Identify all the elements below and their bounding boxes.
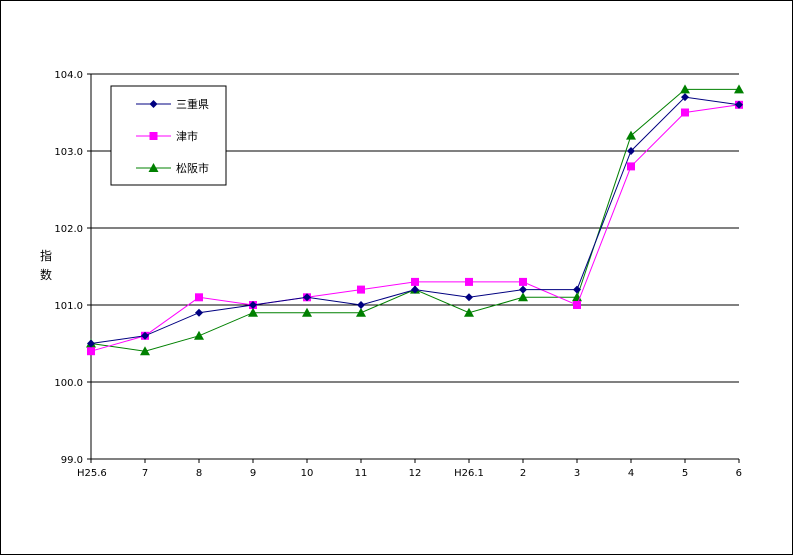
marker-triangle	[248, 307, 258, 317]
marker-diamond	[627, 147, 635, 155]
legend-item: 三重県	[136, 97, 209, 111]
x-tick-label: 3	[574, 468, 580, 479]
x-tick-label: H26.1	[454, 468, 484, 479]
axes	[87, 73, 740, 463]
y-tick-label: 99.0	[61, 455, 83, 466]
legend-item: 津市	[136, 129, 198, 143]
marker-diamond	[465, 293, 473, 302]
marker-triangle	[734, 84, 744, 94]
x-tick-label: 9	[250, 468, 256, 479]
x-tick-label: 11	[355, 468, 368, 479]
marker-square	[681, 108, 689, 117]
x-tick-label: 12	[409, 468, 422, 479]
x-tick-label: 2	[520, 468, 526, 479]
marker-triangle	[356, 307, 366, 317]
series-diamond	[87, 93, 743, 348]
marker-triangle	[626, 130, 636, 140]
marker-square	[465, 277, 473, 286]
x-tick-label: 8	[196, 468, 202, 479]
x-tick-label: H25.6	[77, 468, 107, 479]
marker-diamond	[141, 331, 149, 340]
marker-triangle	[194, 330, 204, 340]
legend-label: 三重県	[176, 97, 209, 111]
marker-square	[357, 285, 365, 294]
x-tick-label: 7	[142, 468, 148, 479]
marker-diamond	[357, 301, 365, 309]
marker-diamond	[149, 100, 158, 108]
marker-square	[149, 132, 158, 140]
marker-triangle	[148, 163, 159, 172]
y-axis-label-char: 指	[40, 248, 52, 263]
marker-square	[195, 293, 203, 302]
marker-diamond	[195, 308, 203, 317]
y-tick-label: 101.0	[54, 301, 83, 312]
marker-triangle	[680, 84, 690, 94]
marker-diamond	[735, 100, 743, 109]
marker-triangle	[464, 307, 474, 317]
y-axis-label-char: 数	[40, 267, 52, 282]
marker-square	[411, 277, 419, 286]
legend-label: 津市	[176, 129, 198, 143]
x-tick-label: 10	[301, 468, 314, 479]
marker-diamond	[303, 293, 311, 302]
marker-diamond	[411, 285, 419, 294]
legend-item: 松阪市	[136, 161, 209, 175]
marker-diamond	[249, 301, 257, 309]
marker-triangle	[140, 346, 150, 356]
series-square	[87, 100, 743, 356]
marker-square	[87, 347, 95, 356]
y-tick-label: 103.0	[54, 147, 83, 158]
x-tick-label: 5	[682, 468, 688, 479]
x-tick-label: 4	[628, 468, 634, 479]
legend-label: 松阪市	[176, 161, 209, 175]
marker-triangle	[302, 307, 312, 317]
marker-square	[627, 162, 635, 171]
marker-square	[573, 301, 581, 309]
y-tick-label: 104.0	[54, 70, 83, 81]
y-axis-label: 指数	[40, 248, 52, 282]
series-lines	[86, 84, 744, 356]
marker-diamond	[573, 285, 581, 294]
marker-square	[519, 277, 527, 286]
y-tick-labels: 99.0 100.0 101.0 102.0 103.0 104.0	[54, 70, 83, 466]
y-tick-label: 100.0	[54, 378, 83, 389]
marker-diamond	[681, 93, 689, 102]
marker-diamond	[519, 285, 527, 294]
x-tick-label: 6	[736, 468, 742, 479]
marker-triangle	[518, 292, 528, 302]
marker-diamond	[87, 339, 95, 348]
x-tick-labels: H25.6 7 8 9 10 11 12 H26.1 2 3 4 5 6	[77, 468, 742, 479]
y-tick-label: 102.0	[54, 224, 83, 235]
